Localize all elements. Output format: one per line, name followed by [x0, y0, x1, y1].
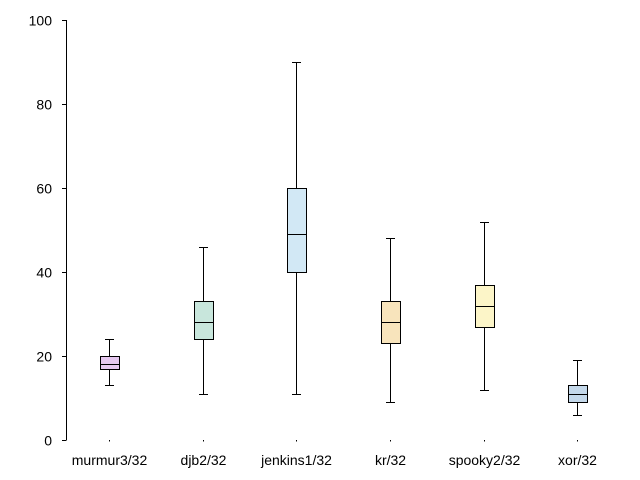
box-3: [381, 238, 401, 403]
x-tick-label: murmur3/32: [72, 452, 148, 468]
iqr-box: [287, 188, 307, 273]
box-5: [568, 360, 588, 416]
box-2: [287, 62, 307, 395]
y-tick-label: 60: [36, 181, 52, 197]
y-ticks: 0 20 40 60 80 100: [29, 13, 67, 449]
box-1: [194, 247, 214, 395]
box-series: [100, 62, 588, 416]
box-0: [100, 339, 120, 386]
x-tick-label: xor/32: [558, 452, 597, 468]
y-axis: 0 20 40 60 80 100: [29, 13, 67, 449]
x-tick-label: jenkins1/32: [260, 452, 332, 468]
x-tick-label: kr/32: [375, 452, 406, 468]
x-axis: murmur3/32 djb2/32 jenkins1/32 kr/32 spooky2…: [72, 440, 597, 468]
y-tick-label: 0: [44, 433, 52, 449]
x-tick-label: spooky2/32: [449, 452, 521, 468]
iqr-box: [100, 356, 120, 370]
box-4: [475, 222, 495, 391]
y-tick-label: 100: [29, 13, 53, 29]
iqr-box: [194, 301, 214, 340]
x-tick-label: djb2/32: [181, 452, 227, 468]
y-tick-label: 40: [36, 265, 52, 281]
y-tick-label: 80: [36, 97, 52, 113]
y-tick-label: 20: [36, 349, 52, 365]
